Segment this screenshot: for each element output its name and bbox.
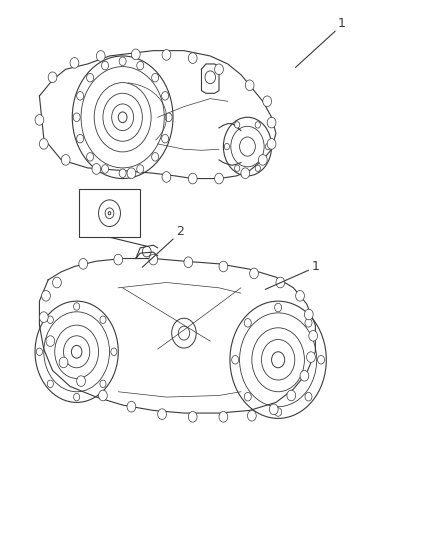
Circle shape xyxy=(39,312,48,322)
Circle shape xyxy=(61,155,70,165)
Circle shape xyxy=(102,165,109,173)
Circle shape xyxy=(137,165,144,173)
Circle shape xyxy=(269,404,278,415)
Circle shape xyxy=(276,277,285,288)
Circle shape xyxy=(304,309,313,320)
Circle shape xyxy=(258,155,267,165)
Circle shape xyxy=(77,92,84,100)
Circle shape xyxy=(232,356,239,364)
Circle shape xyxy=(215,173,223,184)
Circle shape xyxy=(114,254,123,265)
Circle shape xyxy=(244,319,251,327)
Text: 1: 1 xyxy=(338,18,346,30)
Circle shape xyxy=(219,261,228,272)
Circle shape xyxy=(96,51,105,61)
Text: 2: 2 xyxy=(176,225,184,238)
Circle shape xyxy=(247,410,256,421)
Circle shape xyxy=(275,408,282,416)
Circle shape xyxy=(152,152,159,161)
Circle shape xyxy=(215,64,223,75)
Circle shape xyxy=(318,356,325,364)
Circle shape xyxy=(102,61,109,70)
Circle shape xyxy=(119,57,126,66)
Circle shape xyxy=(275,303,282,312)
Circle shape xyxy=(267,117,276,128)
Text: 1: 1 xyxy=(311,260,319,273)
Circle shape xyxy=(255,165,260,172)
Circle shape xyxy=(305,319,312,327)
Circle shape xyxy=(188,411,197,422)
Circle shape xyxy=(77,376,85,386)
Circle shape xyxy=(263,96,272,107)
Circle shape xyxy=(296,290,304,301)
Circle shape xyxy=(36,348,42,356)
Circle shape xyxy=(87,152,94,161)
Circle shape xyxy=(42,290,50,301)
Circle shape xyxy=(245,80,254,91)
Circle shape xyxy=(48,72,57,83)
Circle shape xyxy=(127,168,136,179)
Circle shape xyxy=(267,139,276,149)
Circle shape xyxy=(234,165,240,172)
Circle shape xyxy=(74,393,80,401)
Circle shape xyxy=(184,257,193,268)
Circle shape xyxy=(309,330,318,341)
Circle shape xyxy=(70,58,79,68)
Circle shape xyxy=(255,122,260,128)
Circle shape xyxy=(234,122,240,128)
Circle shape xyxy=(127,401,136,412)
Circle shape xyxy=(165,113,172,122)
Circle shape xyxy=(74,303,80,310)
Circle shape xyxy=(250,268,258,279)
Circle shape xyxy=(241,168,250,179)
Circle shape xyxy=(137,61,144,70)
Circle shape xyxy=(307,352,315,362)
Circle shape xyxy=(131,49,140,60)
Circle shape xyxy=(162,50,171,60)
Circle shape xyxy=(73,113,80,122)
Circle shape xyxy=(219,411,228,422)
Bar xyxy=(79,189,140,237)
Circle shape xyxy=(162,172,171,182)
Circle shape xyxy=(53,277,61,288)
Circle shape xyxy=(47,380,53,387)
Circle shape xyxy=(47,316,53,324)
Circle shape xyxy=(119,169,126,177)
Circle shape xyxy=(287,390,296,401)
Circle shape xyxy=(79,259,88,269)
Circle shape xyxy=(92,164,101,174)
Circle shape xyxy=(100,380,106,387)
Circle shape xyxy=(111,348,117,356)
Circle shape xyxy=(244,392,251,401)
Circle shape xyxy=(224,143,230,150)
Circle shape xyxy=(59,357,68,368)
Circle shape xyxy=(46,336,55,346)
Circle shape xyxy=(99,390,107,401)
Circle shape xyxy=(162,92,169,100)
Circle shape xyxy=(152,74,159,82)
Circle shape xyxy=(162,134,169,143)
Circle shape xyxy=(35,115,44,125)
Circle shape xyxy=(188,53,197,63)
Circle shape xyxy=(39,139,48,149)
Circle shape xyxy=(265,143,271,150)
Circle shape xyxy=(149,254,158,265)
Circle shape xyxy=(158,409,166,419)
Circle shape xyxy=(188,173,197,184)
Circle shape xyxy=(100,316,106,324)
Circle shape xyxy=(87,74,94,82)
Circle shape xyxy=(305,392,312,401)
Circle shape xyxy=(77,134,84,143)
Circle shape xyxy=(300,370,309,381)
